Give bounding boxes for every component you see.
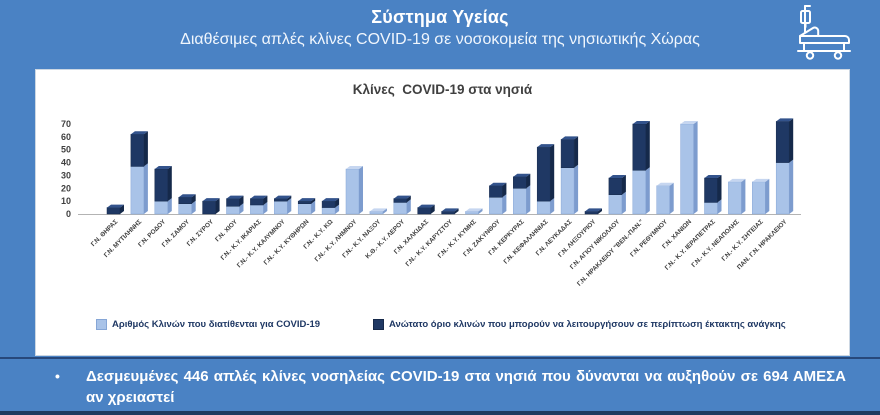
chart-title: Κλίνες COVID-19 στα νησιά	[352, 82, 533, 97]
footer-bullet: •	[55, 368, 60, 384]
svg-text:40: 40	[61, 158, 71, 168]
svg-text:Γ.Ν.- Κ.Υ. ΚΑΡΥΣΤΟΥ: Γ.Ν.- Κ.Υ. ΚΑΡΥΣΤΟΥ	[404, 218, 454, 268]
legend-label-emergency-max: Ανώτατο όριο κλινών που μπορούν να λειτο…	[389, 319, 786, 330]
svg-text:0: 0	[66, 209, 71, 219]
chart-panel: Κλίνες COVID-19 στα νησιά 0 10 20 30 40 50 60 7…	[35, 69, 850, 356]
legend-swatch-available-icon	[96, 319, 107, 330]
svg-text:Γ.Ν.- Κ.Υ. ΛΗΜΝΟΥ: Γ.Ν.- Κ.Υ. ΛΗΜΝΟΥ	[314, 218, 359, 263]
svg-text:30: 30	[61, 170, 71, 180]
svg-text:Γ.Ν.- Κ.Υ. ΙΚΑΡΙΑΣ: Γ.Ν.- Κ.Υ. ΙΚΑΡΙΑΣ	[220, 218, 263, 261]
hospital-bed-icon	[797, 5, 851, 60]
svg-text:Γ.Ν.- Κ.Υ. ΚΥΘΗΡΩΝ: Γ.Ν.- Κ.Υ. ΚΥΘΗΡΩΝ	[263, 218, 311, 266]
legend-label-available: Αριθμός Κλινών που διατίθενται για COVID…	[112, 319, 321, 330]
page-title: Σύστημα Υγείας	[371, 7, 509, 27]
header-band: Σύστημα Υγείας Διαθέσιμες απλές κλίνες C…	[0, 0, 880, 66]
svg-text:50: 50	[61, 145, 71, 155]
svg-text:ΠΑΝ. Γ.Ν. ΗΡΑΚΛΕΙΟΥ: ΠΑΝ. Γ.Ν. ΗΡΑΚΛΕΙΟΥ	[736, 218, 789, 271]
svg-text:70: 70	[61, 119, 71, 129]
legend-swatch-emergency-max-icon	[373, 319, 384, 330]
footer-note: Δεσμευμένες 446 απλές κλίνες νοσηλείας C…	[86, 368, 846, 406]
svg-text:10: 10	[61, 196, 71, 206]
legend-item-emergency-max: Ανώτατο όριο κλινών που μπορούν να λειτο…	[373, 319, 786, 330]
page-subtitle: Διαθέσιμες απλές κλίνες COVID-19 σε νοσο…	[180, 31, 700, 48]
svg-text:Γ.Ν. ΚΕΦΑΛΛΗΝΙΑΣ: Γ.Ν. ΚΕΦΑΛΛΗΝΙΑΣ	[502, 218, 549, 265]
legend-item-available: Αριθμός Κλινών που διατίθενται για COVID…	[96, 319, 320, 330]
footer-band: • Δεσμευμένες 446 απλές κλίνες νοσηλείας…	[0, 357, 880, 415]
svg-text:Γ.Ν.- Κ.Υ. ΣΗΤΕΙΑΣ: Γ.Ν.- Κ.Υ. ΣΗΤΕΙΑΣ	[720, 218, 764, 262]
svg-text:20: 20	[61, 183, 71, 193]
svg-text:60: 60	[61, 132, 71, 142]
svg-text:Γ.Ν. ΣΥΡΟΥ: Γ.Ν. ΣΥΡΟΥ	[186, 218, 216, 248]
